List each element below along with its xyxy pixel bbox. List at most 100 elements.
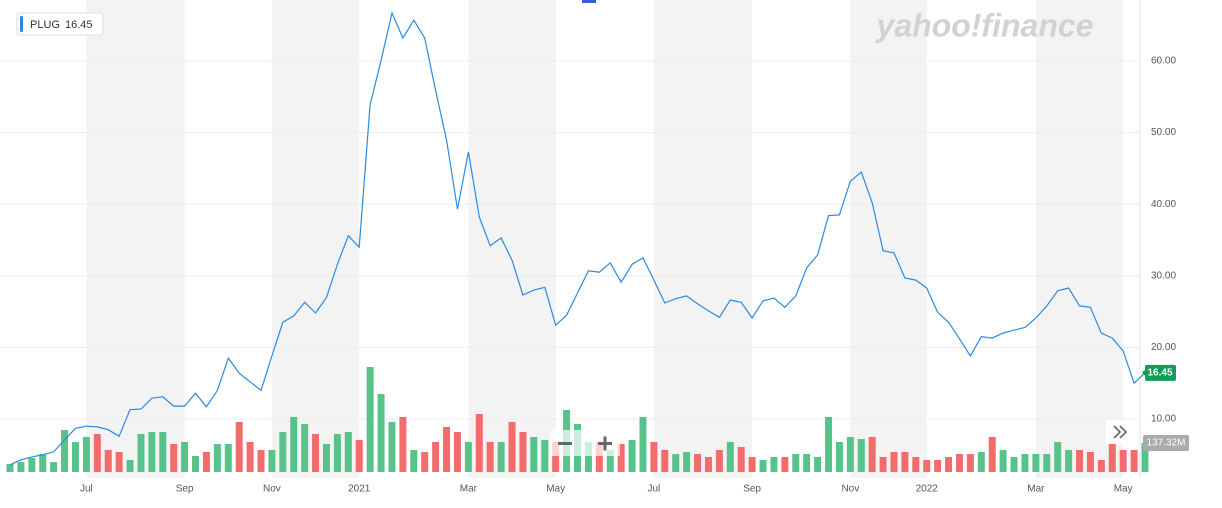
volume-bar <box>39 454 47 472</box>
volume-bar <box>945 456 953 472</box>
volume-bar <box>1108 441 1116 472</box>
volume-bar <box>595 441 603 472</box>
volume-bar <box>235 421 243 472</box>
y-tick-label: 40.00 <box>1151 199 1176 210</box>
x-tick-label: 2021 <box>348 484 371 495</box>
x-tick-label: Jul <box>80 484 93 495</box>
volume-bar <box>453 431 461 472</box>
y-tick-label: 30.00 <box>1151 270 1176 281</box>
zoom-out[interactable] <box>558 442 572 445</box>
volume-bar <box>704 456 712 472</box>
band <box>271 0 360 478</box>
volume-bar <box>421 451 429 472</box>
ticker-box-bg <box>16 12 104 36</box>
volume-bar <box>377 393 385 472</box>
volume-bar <box>814 456 822 472</box>
y-tick-label: 10.00 <box>1151 414 1176 425</box>
volume-bar <box>366 366 374 472</box>
volume-bar <box>202 451 210 472</box>
ticker-price: 16.45 <box>65 19 93 31</box>
volume-bar <box>410 449 418 472</box>
volume-bar <box>868 436 876 472</box>
x-tick-label: May <box>1114 484 1133 495</box>
volume-bar <box>170 444 178 472</box>
volume-bar <box>683 451 691 472</box>
volume-bar <box>541 439 549 472</box>
volume-bar <box>126 459 134 472</box>
volume-bar <box>432 441 440 472</box>
watermark: yahoo!finance <box>875 7 1094 43</box>
volume-bar <box>650 441 658 472</box>
volume-bar <box>803 454 811 472</box>
volume-bar <box>1130 449 1138 472</box>
x-tick-label: May <box>546 484 565 495</box>
volume-bar <box>115 451 123 472</box>
volume-bar <box>93 433 101 472</box>
volume-bar <box>312 433 320 472</box>
volume-bar <box>748 456 756 472</box>
volume-bar <box>901 451 909 472</box>
volume-bar <box>82 436 90 472</box>
volume-bar <box>159 431 167 472</box>
volume-bar <box>584 441 592 472</box>
volume-bar <box>726 441 734 472</box>
volume-bar <box>694 454 702 472</box>
volume-bar <box>999 449 1007 472</box>
volume-bar <box>912 456 920 472</box>
volume-bar <box>770 456 778 472</box>
volume-bar <box>781 456 789 472</box>
volume-bar <box>355 439 363 472</box>
volume-bar <box>322 444 330 472</box>
x-tick-label: Nov <box>263 484 281 495</box>
volume-bar <box>71 441 79 472</box>
x-tick-label: Jul <box>647 484 660 495</box>
volume-bar <box>552 441 560 472</box>
price-tag-label: 16.45 <box>1147 367 1172 378</box>
volume-bar <box>290 416 298 472</box>
volume-bar <box>192 455 200 472</box>
price-tag <box>1145 364 1176 381</box>
volume-bar <box>923 459 931 472</box>
volume-bar <box>846 436 854 472</box>
volume-tag-label: 137.32M <box>1147 438 1186 449</box>
volume-bar <box>715 449 723 472</box>
zoom-in[interactable] <box>598 436 612 451</box>
volume-bar <box>519 431 527 472</box>
volume-bar <box>857 438 865 472</box>
handle[interactable] <box>582 0 596 3</box>
volume-bar <box>388 421 396 472</box>
plot: 16.45 <box>9 11 1176 466</box>
volume-bar <box>955 454 963 472</box>
band <box>468 0 556 478</box>
volume-bar <box>104 449 112 472</box>
x-tick-label: 2022 <box>916 484 939 495</box>
volume-bar <box>6 464 14 472</box>
x-tick-label: Nov <box>841 484 859 495</box>
volume-bar <box>333 433 341 472</box>
volume-bar <box>617 444 625 472</box>
band <box>86 0 185 478</box>
bands <box>86 0 1124 478</box>
volume-bar <box>1119 449 1127 472</box>
volume-bar <box>1021 454 1029 472</box>
volume-bar <box>257 449 265 472</box>
volume-bar <box>759 459 767 472</box>
scroll-icon <box>1113 425 1128 439</box>
volume-bar <box>1097 459 1105 472</box>
volume-bar <box>17 461 25 472</box>
volume-bar <box>1032 454 1040 472</box>
volume-bar <box>661 449 669 472</box>
x-tick-label: Mar <box>1027 484 1045 495</box>
volume-bar <box>934 459 942 472</box>
band <box>1035 0 1124 478</box>
volume-bar <box>497 441 505 472</box>
volume-bar <box>301 423 309 472</box>
band <box>653 0 753 478</box>
y-tick-label: 60.00 <box>1151 56 1176 67</box>
volume-bar <box>246 441 254 472</box>
volume-bar <box>639 416 647 472</box>
x-tick-label: Sep <box>743 484 761 495</box>
volume-bar <box>988 436 996 472</box>
